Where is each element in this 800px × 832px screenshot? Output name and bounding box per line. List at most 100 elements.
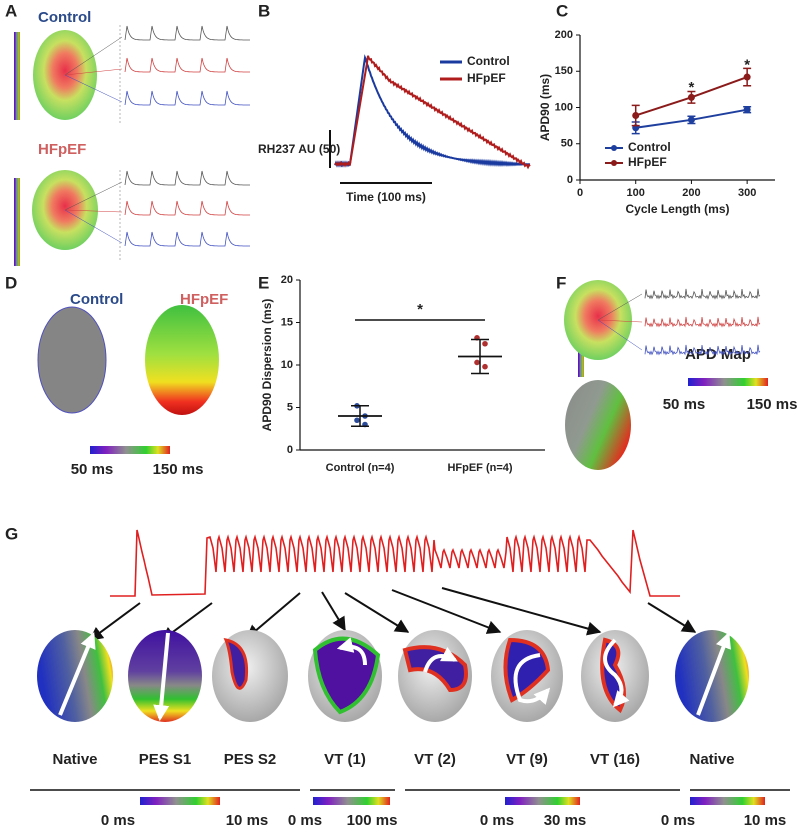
data-point — [632, 111, 640, 119]
rotation-arrow — [423, 646, 458, 673]
scale-min: 50 ms — [71, 461, 114, 478]
panel-label: B — [258, 1, 270, 20]
connector — [64, 209, 123, 244]
optical-trace — [124, 90, 250, 106]
state-label: Native — [52, 751, 97, 768]
x-tick-label: Control (n=4) — [326, 462, 395, 474]
optical-trace — [124, 57, 250, 73]
scale-min: 0 ms — [480, 812, 514, 829]
state-label: VT (9) — [506, 751, 548, 768]
arrows — [88, 587, 697, 641]
panel-label: C — [556, 1, 568, 20]
y-axis-label: APD90 Dispersion (ms) — [260, 299, 274, 432]
y-tick-label: 10 — [281, 359, 293, 371]
scale-max: 100 ms — [347, 812, 398, 829]
y-tick-label: 150 — [555, 65, 573, 77]
data-point — [687, 116, 695, 124]
data-point — [743, 73, 751, 81]
optical-trace — [644, 316, 761, 328]
connector — [597, 319, 643, 351]
control-label: Control — [38, 9, 91, 26]
panel-label: E — [258, 273, 269, 292]
scale-min: 0 ms — [101, 812, 135, 829]
heart-map — [565, 380, 631, 470]
legend-marker — [611, 145, 617, 151]
connector — [597, 293, 643, 321]
panel-label: F — [556, 273, 566, 292]
state-label: VT (1) — [324, 751, 366, 768]
connector — [597, 319, 643, 323]
heart-map — [37, 306, 107, 414]
y-tick-label: 200 — [555, 29, 573, 41]
heart-map — [145, 305, 219, 415]
state-label: PES S2 — [224, 751, 277, 768]
error-bar — [471, 338, 489, 375]
legend-label: Control — [628, 140, 671, 154]
y-tick-label: 100 — [555, 101, 573, 113]
scale-max: 10 ms — [744, 812, 787, 829]
activation-region — [223, 637, 249, 690]
propagation-arrow — [696, 632, 731, 716]
significance: * — [417, 301, 423, 318]
connector — [64, 36, 123, 76]
x-tick-label: 100 — [627, 187, 645, 199]
rotation-arrow — [336, 637, 367, 666]
panel-label: G — [5, 524, 18, 543]
y-tick-label: 5 — [287, 401, 293, 413]
propagation-arrow — [58, 632, 96, 716]
x-axis-label: Cycle Length (ms) — [625, 202, 729, 216]
panel-label: A — [5, 1, 17, 20]
panel-label: D — [5, 273, 17, 292]
optical-trace — [124, 231, 250, 247]
data-point — [743, 106, 751, 114]
legend-label: HFpEF — [628, 155, 667, 169]
ap-trace — [334, 55, 531, 170]
y-tick-label: 0 — [287, 444, 293, 456]
connector — [64, 68, 123, 76]
state-label: PES S1 — [139, 751, 192, 768]
connector — [64, 209, 123, 213]
optical-trace — [124, 200, 250, 216]
state-label: VT (16) — [590, 751, 640, 768]
color-bar — [14, 32, 20, 120]
state-label: Native — [689, 751, 734, 768]
data-point — [354, 417, 360, 424]
optical-trace — [124, 170, 250, 186]
significance: * — [689, 79, 695, 96]
color-bar — [14, 178, 20, 266]
color-bar — [688, 378, 768, 386]
scale-max: 30 ms — [544, 812, 587, 829]
legend-marker — [611, 160, 617, 166]
x-tick-label: HFpEF (n=4) — [447, 462, 512, 474]
scale-max: 10 ms — [226, 812, 269, 829]
x-tick-label: 0 — [577, 187, 583, 199]
color-bars — [140, 797, 765, 805]
optical-trace — [644, 288, 761, 300]
rotation-arrow — [513, 653, 551, 705]
hfpef-label: HFpEF — [38, 141, 86, 158]
y-tick-label: 20 — [281, 274, 293, 286]
significance: * — [744, 56, 750, 73]
hfpef-label: HFpEF — [180, 291, 228, 308]
illustrations: Control HFpEF RH237 AU (50) Time (100 ms… — [14, 9, 797, 805]
data-point — [474, 359, 480, 366]
propagation-arrow — [153, 632, 170, 722]
control-label: Control — [70, 291, 123, 308]
data-point — [482, 340, 488, 347]
heart-map — [212, 630, 288, 722]
legend-label: Control — [467, 54, 510, 68]
connector — [64, 181, 123, 211]
scale-min: 0 ms — [288, 812, 322, 829]
error-bar — [351, 405, 369, 427]
y-tick-label: 50 — [561, 138, 573, 150]
legend-label: HFpEF — [467, 71, 506, 85]
data-point — [687, 93, 695, 101]
ecg-trace — [110, 529, 680, 597]
x-tick-label: 200 — [682, 187, 700, 199]
optical-trace — [124, 25, 250, 41]
x-tick-label: 300 — [738, 187, 756, 199]
y-tick-label: 15 — [281, 316, 293, 328]
optical-trace — [644, 344, 761, 356]
scale-max: 150 ms — [153, 461, 204, 478]
